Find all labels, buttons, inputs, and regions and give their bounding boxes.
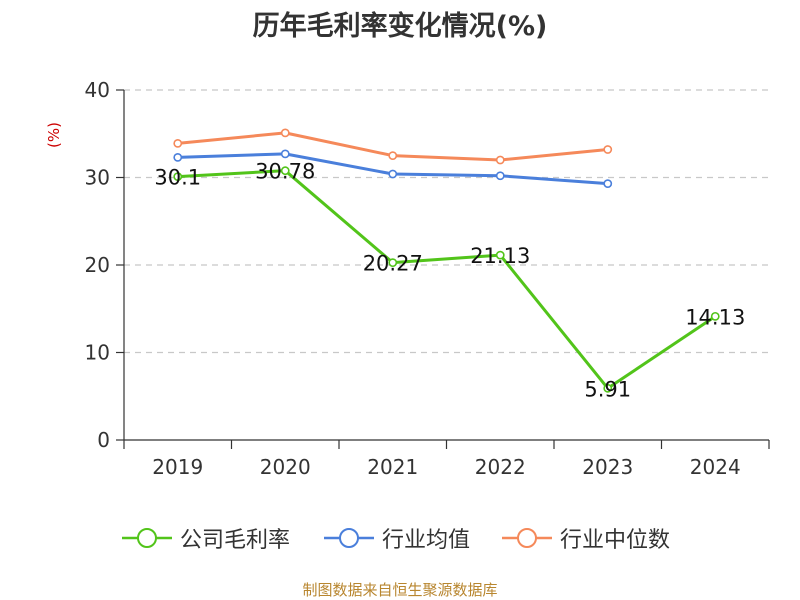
legend-marker-industry-median [502, 528, 552, 548]
data-label: 5.91 [584, 377, 631, 401]
data-label: 14.13 [685, 305, 745, 329]
x-tick-label: 2021 [367, 455, 418, 479]
data-labels: 30.1 30.78 20.27 21.13 5.91 14.13 [154, 160, 745, 402]
data-point[interactable] [280, 166, 290, 176]
legend-marker-company [122, 528, 172, 548]
data-point[interactable] [388, 151, 398, 161]
data-label: 30.78 [255, 160, 315, 184]
legend-label-industry-mean: 行业均值 [382, 528, 471, 553]
x-tick-label: 2020 [260, 455, 311, 479]
data-point[interactable] [603, 145, 613, 154]
data-label: 30.1 [154, 166, 201, 190]
grid-lines [124, 89, 769, 354]
data-label: 20.27 [363, 252, 423, 276]
legend-label-industry-median: 行业中位数 [560, 528, 671, 553]
data-point[interactable] [280, 149, 290, 159]
y-tick-label: 30 [85, 166, 110, 190]
data-point[interactable] [173, 172, 183, 182]
y-tick-label: 20 [85, 253, 110, 277]
data-point[interactable] [388, 258, 398, 268]
legend-label-company: 公司毛利率 [180, 528, 291, 553]
data-point[interactable] [173, 138, 183, 148]
data-point[interactable] [710, 311, 720, 321]
data-point[interactable] [495, 250, 505, 260]
data-point[interactable] [603, 179, 613, 189]
axes: 0 10 20 30 40 2019 2020 2021 2022 2023 2024 [85, 78, 770, 479]
data-point[interactable] [495, 155, 505, 165]
series-layer [173, 128, 720, 393]
data-point[interactable] [388, 169, 398, 179]
y-tick-label: 40 [85, 78, 110, 102]
data-point[interactable] [603, 383, 613, 393]
data-point[interactable] [280, 128, 290, 138]
x-tick-label: 2019 [152, 455, 203, 479]
data-point[interactable] [173, 152, 183, 162]
y-tick-label: 10 [85, 341, 110, 365]
y-tick-label: 0 [97, 428, 110, 452]
chart-title: 历年毛利率变化情况(%) [252, 11, 548, 42]
series-line-0 [177, 169, 717, 390]
x-tick-label: 2023 [582, 455, 633, 479]
source-note: 制图数据来自恒生聚源数据库 [302, 581, 498, 599]
x-tick-label: 2024 [690, 455, 741, 479]
x-tick-label: 2022 [475, 455, 526, 479]
legend-marker-industry-mean [324, 528, 374, 548]
data-label: 21.13 [470, 244, 530, 268]
data-point[interactable] [495, 171, 505, 181]
legend: 公司毛利率 行业均值 行业中位数 [0, 518, 800, 558]
